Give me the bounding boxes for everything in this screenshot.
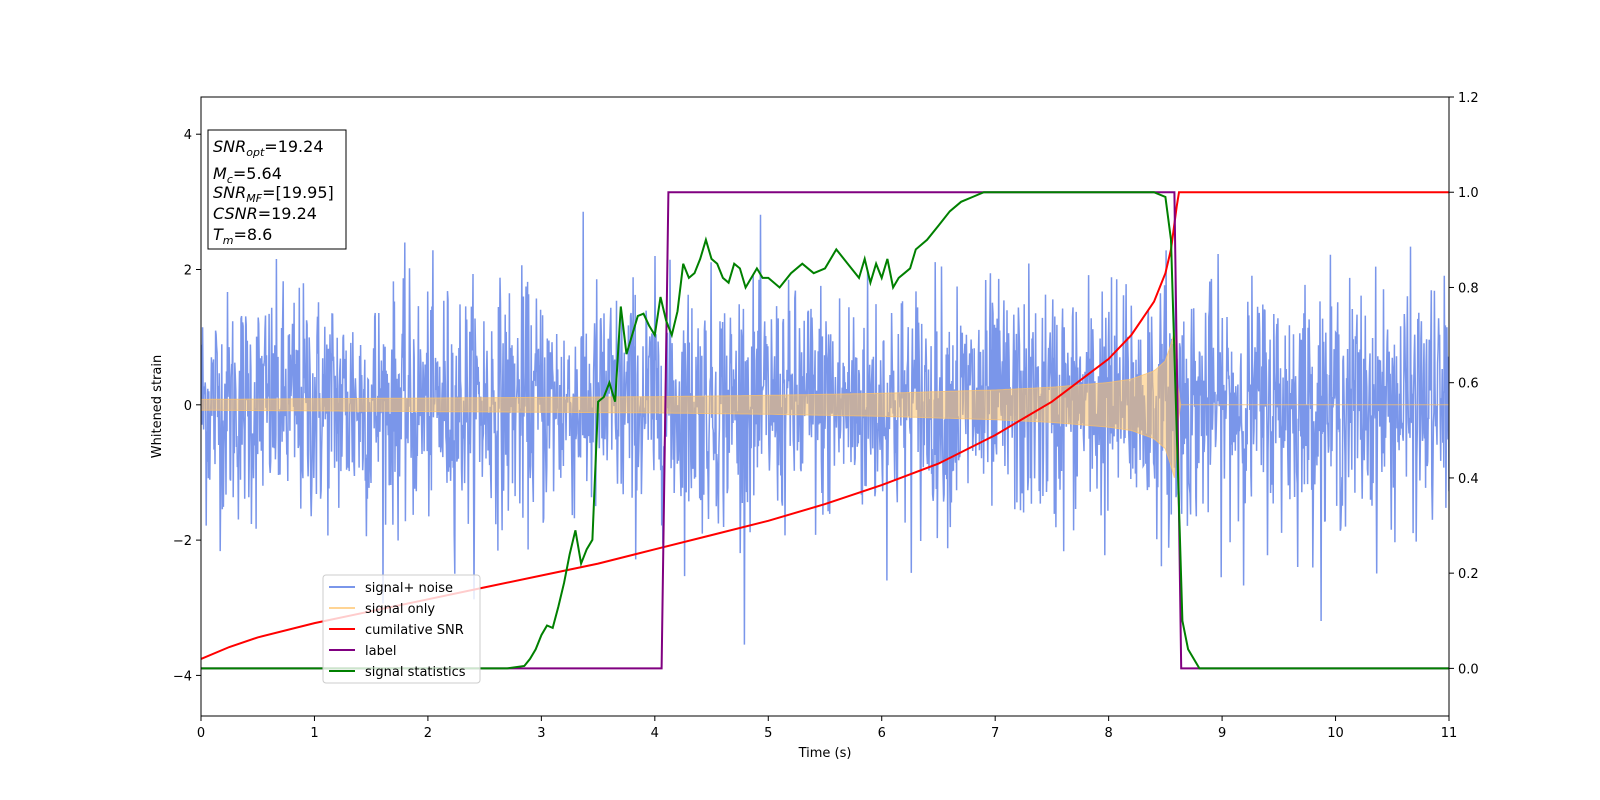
series-signal-statistics [201, 191, 1449, 670]
y-tick-label-3: 2 [184, 264, 192, 279]
info-line-0: SNRopt=19.24 [213, 137, 324, 159]
y-tick-label-2: 0 [184, 399, 192, 414]
y2-tick-label-4: 0.8 [1458, 281, 1479, 296]
x-tick-label-8: 8 [1104, 726, 1112, 741]
x-axis-label: Time (s) [798, 746, 852, 761]
legend-label-2: cumilative SNR [365, 623, 464, 638]
x-tick-label-7: 7 [991, 726, 999, 741]
y-tick-label-0: −4 [173, 669, 192, 684]
x-tick-label-11: 11 [1441, 726, 1458, 741]
plot-frame [200, 96, 1450, 717]
x-tick-label-5: 5 [764, 726, 772, 741]
x-tick-label-10: 10 [1327, 726, 1344, 741]
x-tick-label-2: 2 [424, 726, 432, 741]
info-line-1: Mc=5.64 [213, 164, 282, 186]
info-line-4: Tm=8.6 [213, 225, 272, 247]
legend-box [322, 574, 481, 684]
y-axis-label: Whitened strain [150, 355, 165, 458]
y2-tick-label-1: 0.2 [1458, 567, 1479, 582]
x-tick-label-0: 0 [197, 726, 205, 741]
series-signal-only [201, 331, 1449, 479]
axes-layer: 0 1 2 3 4 5 6 7 8 9 10 11 −4 −2 0 2 4 0.0 0.2 0.4 0.6 0.8 1.0 1… [150, 91, 1479, 761]
info-line-2: SNRMF=[19.95] [213, 183, 334, 205]
info-box-frame [207, 129, 347, 250]
x-tick-label-3: 3 [537, 726, 545, 741]
legend: signal+ noise signal only cumilative SNR la… [322, 574, 481, 684]
y2-tick-label-2: 0.4 [1458, 472, 1479, 487]
y2-tick-label-6: 1.2 [1458, 91, 1479, 106]
legend-label-4: signal statistics [365, 665, 466, 680]
y-tick-label-4: 4 [184, 128, 192, 143]
y2-tick-label-5: 1.0 [1458, 186, 1479, 201]
x-tick-label-6: 6 [878, 726, 886, 741]
legend-label-0: signal+ noise [365, 581, 453, 596]
y-tick-label-1: −2 [173, 534, 192, 549]
info-line-3: CSNR=19.24 [213, 204, 317, 223]
x-tick-label-9: 9 [1218, 726, 1226, 741]
info-box: SNRopt=19.24 Mc=5.64SNRMF=[19.95]CSNR=19.… [207, 129, 347, 250]
y2-tick-label-3: 0.6 [1458, 377, 1479, 392]
y2-tick-label-0: 0.0 [1458, 662, 1479, 677]
x-tick-label-1: 1 [310, 726, 318, 741]
legend-label-3: label [365, 644, 396, 659]
legend-label-1: signal only [365, 602, 435, 617]
x-tick-label-4: 4 [651, 726, 659, 741]
